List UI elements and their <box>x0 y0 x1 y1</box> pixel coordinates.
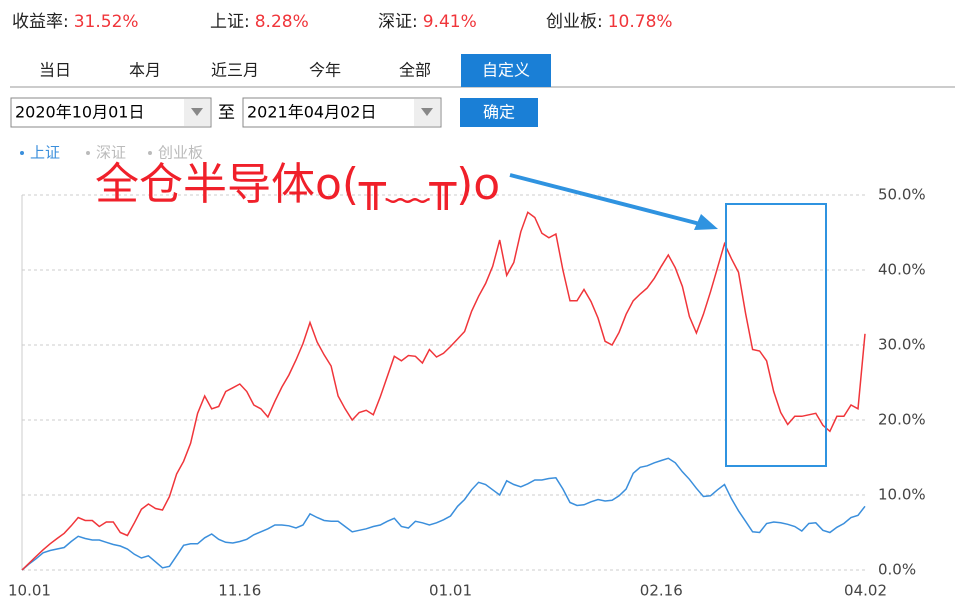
y-tick-label: 30.0% <box>878 336 926 354</box>
end-date: 2021年04月02日 <box>247 103 376 122</box>
legend-label[interactable]: 深证 <box>96 144 126 162</box>
end-date-input[interactable] <box>242 97 442 128</box>
stat-label: 收益率: <box>12 12 69 32</box>
active-tab <box>461 54 551 87</box>
arrow-head <box>694 214 718 230</box>
arrow-shaft <box>509 173 701 226</box>
plot: 0.0% 10.0% 20.0% 30.0% 40.0% 50.0% 10.01 11.16 0… <box>8 186 926 600</box>
start-date: 2020年10月01日 <box>15 103 144 122</box>
legend-dot <box>86 151 90 155</box>
legend-dot <box>148 151 152 155</box>
start-date-input[interactable] <box>10 97 212 128</box>
legend-label[interactable]: 创业板 <box>158 144 203 162</box>
tab[interactable]: 今年 <box>309 61 341 80</box>
stat-value: 9.41% <box>423 12 477 32</box>
x-tick-label: 10.01 <box>8 582 51 600</box>
stat-value: 10.78% <box>608 12 673 32</box>
y-tick-label: 50.0% <box>878 186 926 204</box>
tab[interactable]: 自定义 <box>482 61 530 80</box>
stat-label: 创业板: <box>546 12 603 32</box>
x-tick-label: 01.01 <box>429 582 472 600</box>
tab[interactable]: 全部 <box>399 61 431 80</box>
dropdown-arrow <box>191 108 203 116</box>
tab[interactable]: 本月 <box>129 61 161 80</box>
series-line <box>21 211 866 571</box>
series-line <box>21 457 866 571</box>
y-tick-label: 0.0% <box>878 561 916 579</box>
legend-dot <box>20 151 24 155</box>
y-tick-label: 10.0% <box>878 486 926 504</box>
stat: 上证: 8.28% <box>210 12 309 32</box>
confirm-button[interactable] <box>460 98 538 127</box>
dropdown-arrow <box>421 108 433 116</box>
stat-label: 上证: <box>210 12 250 32</box>
annotation: 全仓半导体o(╥﹏╥)o <box>95 159 500 210</box>
stat: 深证: 9.41% <box>378 12 477 32</box>
stat-value: 31.52% <box>74 12 139 32</box>
highlight-box <box>725 203 827 467</box>
stat-label: 深证: <box>378 12 418 32</box>
stat: 收益率: 31.52% <box>12 12 139 32</box>
separator: 至 <box>218 103 235 123</box>
tab[interactable]: 近三月 <box>211 61 259 80</box>
x-tick-label: 11.16 <box>218 582 261 600</box>
stat: 创业板: 10.78% <box>546 12 673 32</box>
stat-value: 8.28% <box>255 12 309 32</box>
confirm-label: 确定 <box>483 103 515 122</box>
y-tick-label: 20.0% <box>878 411 926 429</box>
x-tick-label: 04.02 <box>844 582 887 600</box>
y-tick-label: 40.0% <box>878 261 926 279</box>
tab[interactable]: 当日 <box>39 61 71 80</box>
legend-label[interactable]: 上证 <box>30 144 60 162</box>
x-tick-label: 02.16 <box>640 582 683 600</box>
